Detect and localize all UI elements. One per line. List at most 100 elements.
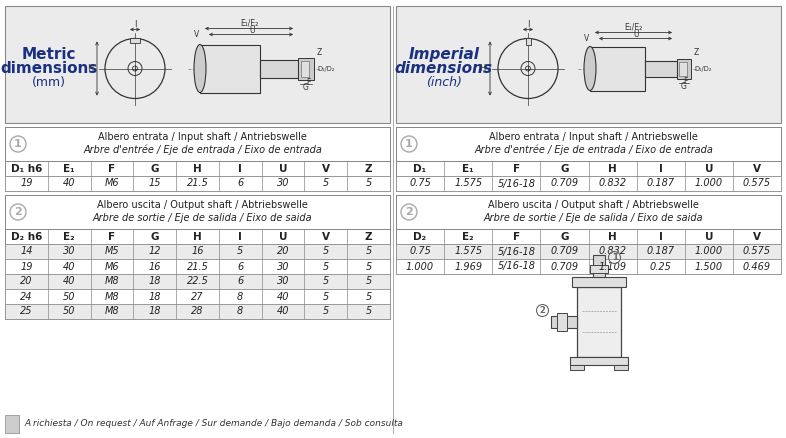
Bar xyxy=(298,57,314,80)
Text: 24: 24 xyxy=(20,292,33,301)
Text: D₁/D₂: D₁/D₂ xyxy=(317,66,335,71)
Bar xyxy=(301,60,309,77)
Bar xyxy=(576,286,620,357)
Bar xyxy=(590,46,645,91)
Text: 5: 5 xyxy=(323,292,329,301)
Text: 1.109: 1.109 xyxy=(598,261,626,272)
Text: 40: 40 xyxy=(63,179,75,188)
Text: 5: 5 xyxy=(365,307,372,317)
Text: U: U xyxy=(704,163,713,173)
Text: 40: 40 xyxy=(63,276,75,286)
Bar xyxy=(396,195,781,274)
Bar xyxy=(396,161,781,176)
Bar xyxy=(677,59,691,78)
Text: H: H xyxy=(608,163,617,173)
Text: dimensions: dimensions xyxy=(0,61,97,76)
Text: U: U xyxy=(249,26,255,35)
Text: 21.5: 21.5 xyxy=(186,179,208,188)
Bar xyxy=(5,304,390,319)
Text: E₁: E₁ xyxy=(462,163,474,173)
Text: F: F xyxy=(512,163,520,173)
Text: 22.5: 22.5 xyxy=(186,276,208,286)
Text: 18: 18 xyxy=(149,292,161,301)
Text: 50: 50 xyxy=(63,307,75,317)
Text: 16: 16 xyxy=(191,247,204,257)
Bar xyxy=(614,364,627,370)
Text: V: V xyxy=(753,232,761,241)
Text: 5: 5 xyxy=(323,307,329,317)
Bar xyxy=(593,254,604,276)
Text: dimensions: dimensions xyxy=(395,61,493,76)
Text: F: F xyxy=(108,163,116,173)
Text: Z: Z xyxy=(365,232,373,241)
Text: 28: 28 xyxy=(191,307,204,317)
Text: 1: 1 xyxy=(14,139,22,149)
Text: V: V xyxy=(194,30,199,39)
Text: 1.500: 1.500 xyxy=(695,261,723,272)
Text: 5: 5 xyxy=(365,292,372,301)
Text: 6: 6 xyxy=(237,261,244,272)
Bar xyxy=(260,60,298,78)
Text: 1.575: 1.575 xyxy=(454,247,483,257)
Text: Albero entrata / Input shaft / Antriebswelle: Albero entrata / Input shaft / Antriebsw… xyxy=(98,132,307,142)
Text: H: H xyxy=(608,232,617,241)
Text: 30: 30 xyxy=(63,247,75,257)
Text: 2: 2 xyxy=(405,207,413,217)
Bar xyxy=(396,229,781,244)
Text: Metric: Metric xyxy=(22,47,76,62)
Text: 5/16-18: 5/16-18 xyxy=(498,179,535,188)
Text: H: H xyxy=(479,64,486,73)
Bar xyxy=(5,244,390,259)
Bar xyxy=(5,127,390,191)
Text: 0.709: 0.709 xyxy=(550,261,578,272)
Text: 5/16-18: 5/16-18 xyxy=(498,261,535,272)
Text: F: F xyxy=(512,232,520,241)
Text: 0.75: 0.75 xyxy=(410,247,431,257)
Text: G: G xyxy=(150,232,159,241)
Text: Z: Z xyxy=(694,48,700,57)
Text: 0.75: 0.75 xyxy=(410,179,431,188)
Bar xyxy=(396,127,781,161)
Text: M8: M8 xyxy=(105,292,119,301)
Text: 5: 5 xyxy=(365,247,372,257)
Text: H: H xyxy=(86,64,93,73)
Text: 0.575: 0.575 xyxy=(743,179,771,188)
Text: 1.969: 1.969 xyxy=(454,261,483,272)
Text: F: F xyxy=(108,232,116,241)
Text: 2: 2 xyxy=(14,207,22,217)
Text: 16: 16 xyxy=(149,261,161,272)
Text: E₁/E₂: E₁/E₂ xyxy=(240,19,258,28)
Text: Arbre d'entrée / Eje de entrada / Eixo de entrada: Arbre d'entrée / Eje de entrada / Eixo d… xyxy=(474,145,713,155)
Text: V: V xyxy=(753,163,761,173)
Text: D₁/D₂: D₁/D₂ xyxy=(694,66,711,71)
Text: 19: 19 xyxy=(20,179,33,188)
Text: 0.469: 0.469 xyxy=(743,261,771,272)
Text: G: G xyxy=(681,82,687,91)
Text: D₂ h6: D₂ h6 xyxy=(11,232,42,241)
Text: 5: 5 xyxy=(365,261,372,272)
Text: Arbre de sortie / Eje de salida / Eixo de saida: Arbre de sortie / Eje de salida / Eixo d… xyxy=(93,213,312,223)
Text: H: H xyxy=(193,163,202,173)
Text: 5: 5 xyxy=(323,261,329,272)
Ellipse shape xyxy=(194,45,206,92)
Text: 19: 19 xyxy=(20,261,33,272)
Text: 15: 15 xyxy=(149,179,161,188)
Text: 1.000: 1.000 xyxy=(695,247,723,257)
Text: 6: 6 xyxy=(237,179,244,188)
Text: M8: M8 xyxy=(105,276,119,286)
Bar xyxy=(570,357,627,364)
Bar xyxy=(396,259,781,274)
Text: Arbre d'entrée / Eje de entrada / Eixo de entrada: Arbre d'entrée / Eje de entrada / Eixo d… xyxy=(83,145,322,155)
Text: 1: 1 xyxy=(405,139,413,149)
Text: 0.187: 0.187 xyxy=(647,247,674,257)
Text: A richiesta / On request / Auf Anfrage / Sur demande / Bajo demanda / Sob consul: A richiesta / On request / Auf Anfrage /… xyxy=(24,420,403,428)
Bar xyxy=(396,127,781,191)
Text: I: I xyxy=(238,232,242,241)
Text: Albero uscita / Output shaft / Abtriebswelle: Albero uscita / Output shaft / Abtriebsw… xyxy=(97,200,308,210)
Text: 0.709: 0.709 xyxy=(550,179,578,188)
Text: 5: 5 xyxy=(237,247,244,257)
Text: 40: 40 xyxy=(277,292,289,301)
Ellipse shape xyxy=(584,46,596,91)
Text: 5: 5 xyxy=(365,276,372,286)
Text: 40: 40 xyxy=(63,261,75,272)
